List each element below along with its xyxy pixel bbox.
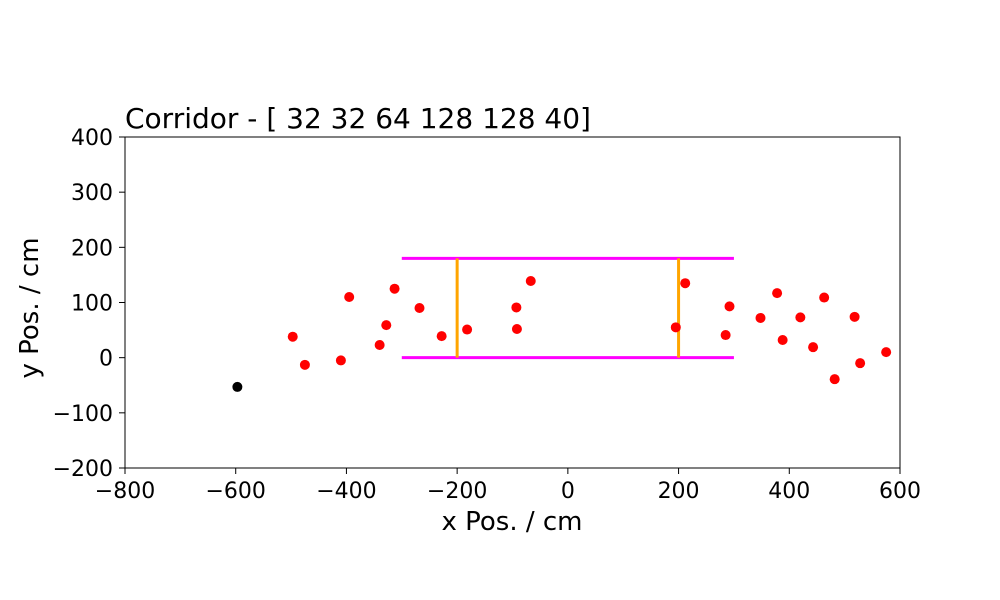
y-tick-label: −100	[53, 402, 113, 427]
data-point-14	[680, 278, 691, 289]
data-point-22	[819, 292, 830, 303]
data-point-4	[374, 339, 385, 350]
data-point-21	[808, 342, 819, 353]
x-tick-label: −200	[427, 479, 487, 504]
x-tick-label: 400	[768, 479, 810, 504]
x-tick-label: 600	[879, 479, 921, 504]
y-tick-label: −200	[53, 457, 113, 482]
data-point-0	[287, 331, 298, 342]
data-point-11	[511, 323, 522, 334]
data-point-12	[525, 275, 536, 286]
data-point-9	[462, 324, 473, 335]
y-tick-label: 300	[71, 181, 113, 206]
data-point-15	[720, 330, 731, 341]
x-tick-label: −400	[316, 479, 376, 504]
data-point-10	[511, 302, 522, 313]
data-point-26	[881, 347, 892, 358]
x-axis-label: x Pos. / cm	[441, 507, 582, 537]
data-point-24	[849, 311, 860, 322]
data-point-23	[829, 374, 840, 385]
axis-ticks: −800 −600 −400 −200 0 200 400 600 −200 −100 0 100 20…	[53, 126, 921, 504]
data-point-7	[414, 303, 425, 314]
data-point-19	[777, 335, 788, 346]
data-point-13	[670, 322, 681, 333]
data-point-1	[299, 359, 310, 370]
data-point-6	[389, 283, 400, 294]
data-point-3	[344, 291, 355, 302]
data-point-17	[755, 312, 766, 323]
x-tick-label: 0	[561, 479, 575, 504]
start-point-0	[232, 381, 243, 392]
y-tick-label: 0	[99, 347, 113, 372]
x-tick-label: −800	[95, 479, 155, 504]
data-point-20	[795, 312, 806, 323]
data-point-16	[724, 301, 735, 312]
plot-frame	[124, 136, 901, 469]
y-tick-label: 100	[71, 292, 113, 317]
y-tick-label: 200	[71, 236, 113, 261]
chart-title: Corridor - [ 32 32 64 128 128 40]	[125, 102, 591, 135]
data-point-5	[381, 320, 392, 331]
x-tick-label: −600	[205, 479, 265, 504]
y-tick-label: 400	[71, 126, 113, 151]
y-axis-label: y Pos. / cm	[15, 237, 45, 378]
data-point-2	[335, 355, 346, 366]
data-point-8	[436, 331, 447, 342]
x-tick-label: 200	[658, 479, 700, 504]
plot-area	[232, 256, 892, 392]
data-point-18	[772, 288, 783, 299]
data-point-25	[855, 358, 866, 369]
